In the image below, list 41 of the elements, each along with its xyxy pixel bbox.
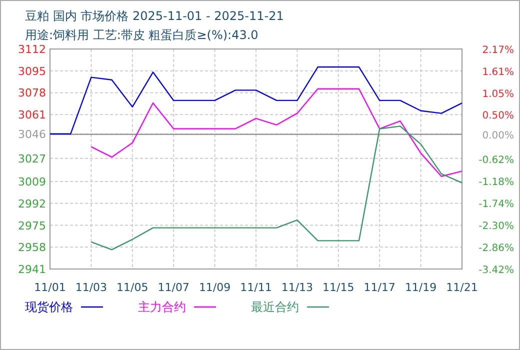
x-tick-label: 11/01 xyxy=(34,281,66,294)
y-tick-label: 3112 xyxy=(18,43,46,56)
line-series xyxy=(49,66,463,135)
y-tick-label: 3027 xyxy=(18,152,46,166)
chart-title: 豆粕 国内 市场价格 2025-11-01 - 2025-11-21 xyxy=(25,9,284,23)
line-series xyxy=(90,88,463,177)
y-tick-label: 3078 xyxy=(18,86,46,100)
y2-tick-label: 1.05% xyxy=(482,89,514,100)
legend-label: 现货价格 xyxy=(25,300,73,314)
x-tick-label: 11/05 xyxy=(116,281,148,294)
line-series xyxy=(90,126,463,250)
y2-tick-label: -1.74% xyxy=(478,198,514,210)
y2-tick-label: -0.62% xyxy=(478,154,514,166)
y2-tick-label: -2.86% xyxy=(478,242,514,254)
y-tick-label: 2992 xyxy=(18,197,46,210)
x-tick-label: 11/13 xyxy=(281,281,314,294)
y2-tick-label: 2.17% xyxy=(482,45,514,56)
x-tick-label: 11/17 xyxy=(364,281,396,294)
x-tick-label: 11/21 xyxy=(446,281,478,294)
y-tick-label: 3095 xyxy=(18,64,46,78)
legend-label: 最近合约 xyxy=(251,300,299,314)
x-tick-label: 11/07 xyxy=(158,281,190,294)
y2-tick-label: -3.42% xyxy=(478,265,514,276)
y2-tick-label: -1.18% xyxy=(478,176,514,188)
y2-tick-label: -2.30% xyxy=(478,220,514,232)
x-tick-label: 11/19 xyxy=(404,281,437,294)
chart-subtitle: 用途:饲料用 工艺:带皮 粗蛋白质≥(%):43.0 xyxy=(25,28,258,42)
x-tick-label: 11/03 xyxy=(75,281,108,294)
y-tick-label: 3046 xyxy=(18,128,46,141)
y-tick-label: 3009 xyxy=(18,176,46,189)
x-tick-label: 11/11 xyxy=(240,281,272,294)
x-tick-label: 11/09 xyxy=(198,281,231,294)
x-tick-label: 11/15 xyxy=(322,281,354,294)
y-tick-label: 2941 xyxy=(18,263,46,276)
y2-tick-label: 0.00% xyxy=(482,130,514,142)
y-tick-label: 2958 xyxy=(18,241,46,254)
y2-tick-label: 0.50% xyxy=(482,110,514,122)
legend-label: 主力合约 xyxy=(138,300,186,314)
y-tick-label: 2975 xyxy=(18,219,46,232)
y-tick-label: 3061 xyxy=(18,108,46,122)
y2-tick-label: 1.61% xyxy=(482,67,514,78)
